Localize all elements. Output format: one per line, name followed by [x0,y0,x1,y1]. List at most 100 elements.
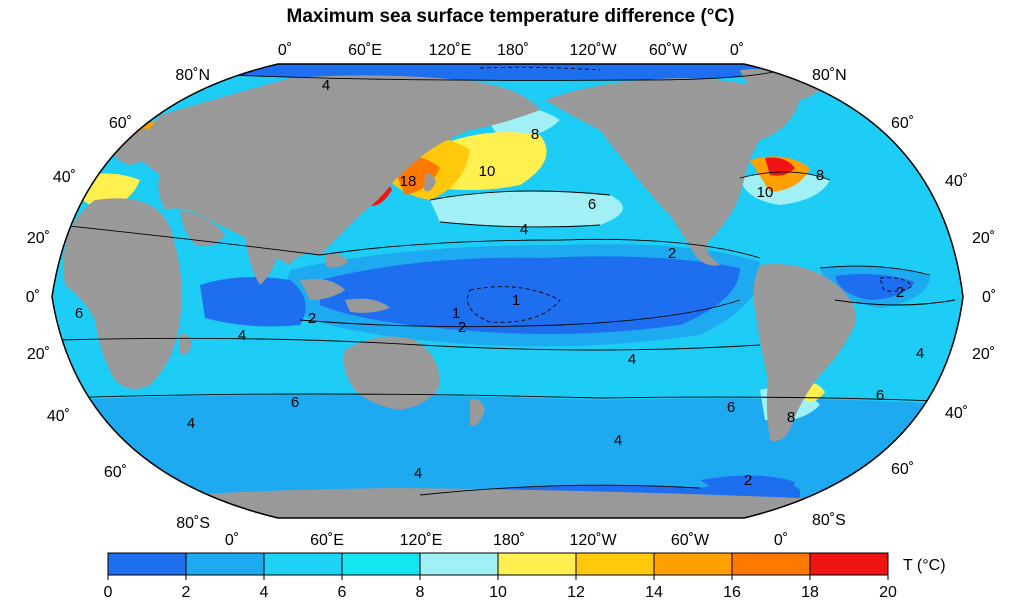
colorbar-swatch [731,552,811,576]
se-asia-islands [300,253,390,313]
colorbar-swatch [341,552,421,576]
colorbar-tick-label: 18 [801,584,819,601]
left-lat-label: 40˚ [53,169,76,186]
north-america-landmass [545,78,800,266]
uk-landmass [140,128,152,142]
bottom-lon-label: 120˚E [400,532,443,549]
right-lat-label: 60˚ [891,461,914,478]
bottom-lon-label: 0˚ [774,532,788,549]
colorbar-swatch [653,552,733,576]
arabia-landmass [180,210,225,247]
colorbar: 0 2 4 6 8 10 12 14 16 18 20 [104,552,897,601]
colorbar-swatch [575,552,655,576]
top-longitude-labels: 0˚ 60˚E 120˚E 180˚ 120˚W 60˚W 0˚ [278,42,744,59]
bottom-lon-label: 120˚W [569,532,617,549]
contour-label: 6 [727,399,735,416]
new-zealand-landmass [470,398,485,426]
madagascar-landmass [180,333,192,355]
bottom-lon-label: 180˚ [493,532,525,549]
contour-label: 2 [458,319,466,336]
left-lat-label: 20˚ [27,230,50,247]
japan-landmass [424,173,436,192]
colorbar-tick-label: 20 [879,584,897,601]
contour-label: 10 [757,184,774,201]
africa-landmass [63,198,182,389]
right-lat-label: 40˚ [945,405,968,422]
contour-label: 8 [816,167,824,184]
colorbar-swatch [263,552,343,576]
map-outline [51,63,964,519]
contour-label: 4 [322,77,330,94]
top-lon-label: 120˚E [429,42,472,59]
top-lon-label: 60˚W [649,42,688,59]
bottom-longitude-labels: 0˚ 60˚E 120˚E 180˚ 120˚W 60˚W 0˚ [225,532,788,549]
right-lat-label: 20˚ [972,230,995,247]
colorbar-tick-label: 8 [416,584,425,601]
contour-label: 4 [628,351,636,368]
right-lat-label: 80˚S [812,512,846,529]
top-lon-label: 0˚ [278,42,292,59]
contour-label: 6 [588,196,596,213]
contour-label: 4 [414,465,422,482]
colorbar-tick-label: 10 [489,584,507,601]
australia-landmass [343,336,440,410]
contour-label: 1 [452,305,460,322]
left-latitude-labels: 80˚N 60˚ 40˚ 20˚ 0˚ 20˚ 40˚ 60˚ 80˚S [26,67,210,532]
contour-label: 8 [787,409,795,426]
contour-label: 2 [308,310,316,327]
contour-value-labels: 4 8 18 10 6 4 2 1 2 1 2 10 8 6 4 2 4 6 4… [75,77,924,489]
contour-lines [59,64,961,496]
bottom-lon-label: 60˚E [310,532,344,549]
contour-label: 4 [916,345,924,362]
contour-label: 4 [238,327,246,344]
colorbar-swatch [419,552,499,576]
colorbar-tick-label: 4 [260,584,269,601]
top-lon-label: 0˚ [730,42,744,59]
left-lat-label: 80˚S [176,515,210,532]
colorbar-tick-label: 16 [723,584,741,601]
left-lat-label: 80˚N [175,67,210,84]
dashed-contour-lines [467,66,913,323]
contour-label: 4 [187,415,195,432]
right-lat-label: 20˚ [972,346,995,363]
colorbar-swatch [107,552,187,576]
bottom-lon-label: 60˚W [671,532,710,549]
contour-label: 2 [744,472,752,489]
left-lat-label: 0˚ [26,289,40,306]
map-projection [52,64,963,518]
eurasia-landmass [130,75,540,265]
contour-label: 6 [876,387,884,404]
contour-label: 2 [896,284,904,301]
left-lat-label: 60˚ [104,464,127,481]
right-lat-label: 40˚ [945,173,968,190]
left-lat-label: 20˚ [27,346,50,363]
colorbar-tick-label: 2 [182,584,191,601]
top-lon-label: 60˚E [348,42,382,59]
colorbar-tick-label: 6 [338,584,347,601]
contour-label: 18 [400,173,417,190]
contour-label: 6 [291,394,299,411]
top-lon-label: 120˚W [569,42,617,59]
antarctica-landmass [60,488,960,518]
contour-label: 4 [520,221,528,238]
colorbar-swatch [185,552,265,576]
colorbar-unit-label: T (°C) [903,557,946,574]
land-masses [60,68,960,518]
left-lat-label: 60˚ [109,115,132,132]
colorbar-swatch [497,552,577,576]
colorbar-tick-label: 12 [567,584,585,601]
contour-label: 6 [75,305,83,322]
right-latitude-labels: 80˚N 60˚ 40˚ 20˚ 0˚ 20˚ 40˚ 60˚ 80˚S [812,67,996,529]
map-title: Maximum sea surface temperature differen… [286,6,735,27]
india-landmass [245,235,280,285]
contour-label: 1 [512,292,520,309]
colorbar-tick-label: 14 [645,584,663,601]
colorbar-tick-label: 0 [104,584,113,601]
top-lon-label: 180˚ [497,42,529,59]
colorbar-swatch [809,552,889,576]
right-lat-label: 0˚ [982,289,996,306]
contour-label: 4 [614,432,622,449]
contour-label: 8 [531,126,539,143]
right-lat-label: 60˚ [891,115,914,132]
